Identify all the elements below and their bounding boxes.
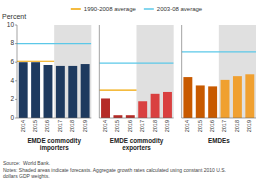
x-tick-label: 2018 [152, 120, 158, 132]
bar [245, 74, 254, 118]
y-tick-label: 10 [7, 21, 15, 28]
y-tick [15, 43, 17, 44]
average-line [99, 89, 136, 90]
average-line [17, 43, 91, 44]
y-axis-line [181, 25, 182, 118]
bar [44, 65, 53, 118]
x-tick-label: 2018 [69, 120, 75, 132]
average-line [17, 61, 54, 62]
legend-swatch [144, 8, 154, 10]
x-tick-label: 2014 [184, 120, 190, 132]
x-tick-label: 2016 [209, 120, 215, 132]
y-axis-line [99, 25, 100, 118]
x-tick-label: 2016 [44, 120, 50, 132]
forecast-shade [219, 25, 256, 118]
bar [208, 86, 217, 118]
text-line: importers [40, 144, 70, 152]
chart: Percent0246810201420152016201720182019EM… [0, 0, 261, 193]
panel-title: EMDE commodityexporters [110, 137, 164, 152]
bar [196, 85, 205, 118]
x-tick-label: 2014 [20, 120, 26, 132]
y-tick-label: 0 [10, 114, 14, 121]
x-tick-label: 2017 [221, 120, 227, 132]
legend-item: 1990-2008 average [71, 6, 137, 12]
text-line: dollars GDP weights. [3, 173, 50, 179]
bar [233, 76, 242, 118]
panel: 2014 2015 2016 2017 2018 2019EMDE commodityex… [99, 25, 173, 152]
y-tick-label: 8 [10, 39, 14, 46]
x-axis-line [99, 118, 173, 119]
x-tick-label: 2015 [197, 120, 203, 132]
y-tick-label: 4 [10, 77, 14, 84]
y-tick [15, 25, 17, 26]
legend-swatch [71, 8, 81, 10]
text-line: Source: World Bank. [3, 160, 50, 166]
x-tick-label: 2015 [114, 120, 120, 132]
background [0, 0, 261, 193]
bar [126, 115, 135, 118]
source-note: Source: World Bank.Notes: Shaded areas i… [3, 160, 226, 179]
text-line: exporters [122, 144, 151, 152]
text-line: Notes: Shaded areas indicate forecasts. … [3, 167, 226, 173]
average-line [182, 51, 256, 52]
panel-title: EMDE commodityimporters [27, 137, 81, 152]
bar [183, 77, 192, 118]
x-tick-label: 2019 [246, 120, 252, 132]
forecast-shade [54, 25, 91, 118]
y-axis-line [17, 25, 18, 118]
bar [81, 64, 90, 118]
bar [113, 115, 122, 118]
y-tick [15, 118, 17, 119]
y-tick-label: 6 [10, 58, 14, 65]
bar [101, 98, 110, 118]
panel: 0 2 4 6 8 10 2014 2015 2016 2017 2018 2019EMDE comm… [7, 21, 92, 152]
y-tick-label: 2 [10, 95, 14, 102]
x-tick-label: 2019 [82, 120, 88, 132]
x-tick-label: 2016 [127, 120, 133, 132]
bar [19, 62, 28, 118]
bar [56, 66, 65, 118]
bar [151, 94, 160, 118]
legend: 1990-2008 average 2003-08 average [71, 6, 203, 12]
bar [68, 66, 77, 118]
legend-label: 2003-08 average [157, 6, 203, 12]
x-tick-label: 2014 [102, 120, 108, 132]
panel-title: EMDEs [208, 137, 230, 144]
forecast-shade [137, 25, 174, 118]
x-axis-line [182, 118, 256, 119]
text-line: EMDEs [208, 137, 230, 144]
x-tick-label: 2017 [139, 120, 145, 132]
y-axis-label: Percent [2, 13, 26, 20]
bar [163, 92, 172, 118]
x-tick-label: 2019 [164, 120, 170, 132]
x-tick-label: 2015 [32, 120, 38, 132]
bar [31, 62, 40, 118]
x-tick-label: 2018 [234, 120, 240, 132]
average-line [99, 63, 173, 64]
panel: 2014 2015 2016 2017 2018 2019 EMDEs [182, 25, 256, 144]
marks [182, 52, 256, 118]
marks [17, 44, 91, 118]
bar [138, 101, 147, 118]
y-tick [15, 80, 17, 81]
marks [99, 63, 173, 118]
x-axis-line [17, 118, 91, 119]
legend-item: 2003-08 average [144, 6, 203, 12]
y-tick [15, 62, 17, 63]
bar [221, 80, 230, 118]
y-tick [15, 99, 17, 100]
x-tick-label: 2017 [57, 120, 63, 132]
legend-label: 1990-2008 average [84, 6, 137, 12]
